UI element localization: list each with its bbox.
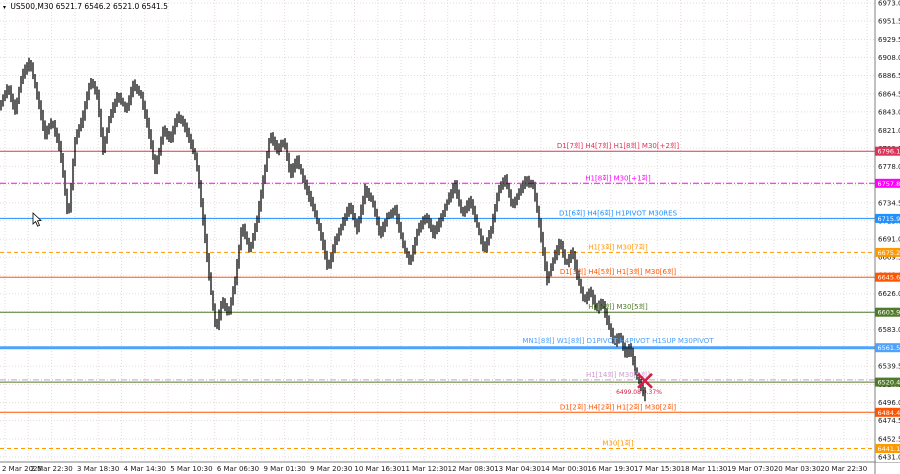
price-tick-label: 6669.5: [878, 254, 900, 262]
price-tick-label: 6539.5: [878, 363, 900, 371]
price-tick-label: 6431.0: [878, 454, 900, 462]
level-label: H1[8회] M30[+1회]: [585, 174, 651, 182]
time-tick-label: 14 Mar 00:30: [541, 465, 588, 473]
price-tick-label: 6474.5: [878, 417, 900, 425]
mouse-cursor-icon: [32, 212, 42, 227]
level-label: H1[5회] M30[5회]: [588, 303, 648, 311]
price-tag-value: 6757.8: [878, 180, 900, 188]
level-label: M30[1회]: [602, 440, 634, 448]
time-tick-label: 6 Mar 06:30: [217, 465, 259, 473]
trade-close-x-icon: [637, 372, 653, 389]
level-label: D1[2회] H4[2회] H1[2회] M30[2회]: [560, 403, 677, 411]
grid-lines: [0, 0, 875, 462]
trade-close-caption: 6499.08 0.37%: [616, 389, 662, 396]
time-tick-label: 9 Mar 01:30: [263, 465, 305, 473]
level-label: D1[7회] H4[7회] H1[8회] M30[+2회]: [557, 142, 679, 150]
time-tick-label: 20 Mar 22:30: [820, 465, 867, 473]
price-tag-value: 6561.5: [878, 344, 900, 352]
chart-title-ohlc: 6521.7 6546.2 6521.0 6541.5: [55, 2, 168, 11]
price-tag: [875, 247, 900, 257]
price-tick-label: 6691.0: [878, 236, 900, 244]
price-tag: [875, 178, 900, 188]
level-label: D1[6회] H4[6회] H1PIVOT M30RES: [559, 209, 678, 217]
time-tick-label: 18 Mar 11:30: [681, 465, 728, 473]
time-tick-label: 9 Mar 20:30: [310, 465, 352, 473]
price-tag: [875, 407, 900, 417]
time-tick-label: 12 Mar 08:30: [448, 465, 495, 473]
price-tick-label: 6452.5: [878, 436, 900, 444]
price-tick-label: 6821.0: [878, 127, 900, 135]
price-tick-label: 6908.0: [878, 54, 900, 62]
chart-title: ▾ US500,M30 6521.7 6546.2 6521.0 6541.5: [3, 2, 168, 11]
time-tick-label: 10 Mar 16:30: [354, 465, 401, 473]
level-label: H1[3회] M30[7회]: [588, 243, 648, 251]
time-tick-label: 20 Mar 03:30: [774, 465, 821, 473]
price-tag-value: 6715.9: [878, 215, 900, 223]
time-tick-label: 17 Mar 15:30: [634, 465, 681, 473]
time-tick-label: 13 Mar 04:30: [494, 465, 541, 473]
time-tick-label: 2 Mar 2025: [2, 465, 42, 473]
price-tick-label: 6864.5: [878, 90, 900, 98]
price-tag-value: 6484.4: [878, 409, 900, 417]
time-tick-label: 11 Mar 12:30: [401, 465, 448, 473]
price-tick-label: 6951.5: [878, 18, 900, 26]
price-tag: [875, 343, 900, 353]
price-tag: [875, 307, 900, 317]
price-tag-value: 6675.2: [878, 249, 900, 257]
time-tick-label: 2 Mar 22:30: [30, 465, 72, 473]
time-tick-label: 16 Mar 19:30: [587, 465, 634, 473]
price-tick-label: 6496.0: [878, 399, 900, 407]
price-tag: [875, 377, 900, 387]
price-tag: [875, 146, 900, 156]
price-tag-value: 6520.4: [878, 379, 900, 387]
candlesticks: [0, 57, 646, 402]
level-label: H1[14회] M30[9회]: [586, 371, 650, 379]
level-label: D1[3회] H4[5회] H1[3회] M30[6회]: [560, 268, 677, 276]
time-tick-label: 19 Mar 07:30: [727, 465, 774, 473]
price-tag-value: 6441.1: [878, 445, 900, 453]
price-axis[interactable]: [876, 0, 900, 462]
chart-title-symbol: US500,M30: [10, 2, 54, 11]
price-tag: [875, 444, 900, 453]
price-tag: [875, 272, 900, 282]
price-tick-label: 6886.5: [878, 72, 900, 80]
price-tick-label: 6973.0: [878, 0, 900, 8]
level-label: MN1[8회] W1[8회] D1PIVOT H4PIVOT H1SUP M30…: [522, 337, 714, 345]
price-tick-label: 6778.0: [878, 163, 900, 171]
price-tick-label: 6626.0: [878, 290, 900, 298]
price-tag-value: 6796.1: [878, 148, 900, 156]
price-tick-label: 6929.5: [878, 36, 900, 44]
time-tick-label: 5 Mar 10:30: [170, 465, 212, 473]
price-tick-label: 6734.5: [878, 199, 900, 207]
time-tick-label: 3 Mar 18:30: [77, 465, 119, 473]
price-tag-value: 6645.6: [878, 274, 900, 282]
time-tick-label: 4 Mar 14:30: [124, 465, 166, 473]
price-tag-value: 6603.9: [878, 309, 900, 317]
symbol-marker-icon: ▾: [3, 4, 7, 11]
price-tick-label: 6843.0: [878, 108, 900, 116]
price-tag: [875, 213, 900, 223]
price-tick-label: 6583.0: [878, 326, 900, 334]
